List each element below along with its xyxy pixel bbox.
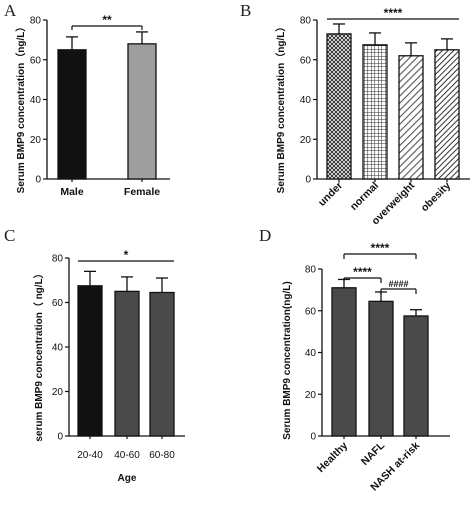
x-tick-label: Healthy [315,440,350,475]
y-tick-label: 60 [305,306,317,317]
y-tick-label: 40 [300,95,312,106]
x-tick-label: 40-60 [114,450,140,461]
x-tick-label: 20-40 [77,450,103,461]
panel-c: C 0 20 40 60 80 serum BMP9 concentration（ ng/L… [4,226,185,484]
y-tick-label: 20 [305,390,317,401]
panel-d: D 0 20 40 60 80 Serum BMP9 concentration(ng/L)… [259,226,450,494]
bar [362,44,388,180]
x-axis-title: Age [118,473,137,484]
y-tick-label: 40 [305,348,317,359]
bar [403,315,429,437]
y-tick-label: 20 [30,135,42,146]
y-tick-label: 0 [57,432,63,443]
bar [368,300,394,437]
bar [57,49,87,180]
y-tick-label: 60 [52,298,64,309]
y-axis-title: Serum BMP9 concentration(ng/L) [282,281,293,439]
bar [326,33,352,180]
x-tick-label: normal [348,180,381,213]
bar [398,55,424,180]
y-tick-label: 20 [300,135,312,146]
panel-letter: A [4,1,17,20]
y-tick-label: 80 [52,254,64,265]
y-tick-label: 60 [30,55,42,66]
y-tick-label: 20 [52,387,64,398]
significance-label: * [124,248,129,262]
y-tick-label: 80 [30,16,42,27]
x-tick-label: NAFL [359,439,388,468]
y-tick-label: 60 [300,55,312,66]
x-tick-label: under [316,180,345,209]
bar [434,49,460,180]
y-tick-label: 40 [52,343,64,354]
significance-label: **** [353,265,372,279]
y-axis-title: Serum BMP9 concentration（ng/L） [14,22,27,194]
y-tick-label: 0 [310,432,316,443]
y-tick-label: 40 [30,95,42,106]
panel-letter: B [240,1,251,20]
bar [149,291,175,437]
significance-label: **** [371,241,390,255]
bar [127,43,157,180]
y-tick-label: 80 [305,265,317,276]
x-tick-label: Male [60,186,84,198]
panel-letter: D [259,226,271,245]
significance-label: ** [102,13,112,27]
y-axis-title: serum BMP9 concentration（ ng/L） [32,268,45,441]
significance-label: #### [388,279,408,289]
x-tick-label: 60-80 [149,450,175,461]
bar [114,290,140,437]
panel-b: B 0 20 40 60 80 Serum BMP9 concentration（ng/L）… [240,1,470,227]
significance-label: **** [384,6,403,20]
y-tick-label: 0 [35,175,41,186]
bar [77,285,103,437]
x-tick-label: Female [124,186,160,198]
bar [331,287,357,437]
y-axis-title: Serum BMP9 concentration（ng/L） [274,22,287,194]
y-tick-label: 0 [305,175,311,186]
x-tick-label: obesity [419,180,454,215]
y-tick-label: 80 [300,16,312,27]
panel-letter: C [4,226,15,245]
